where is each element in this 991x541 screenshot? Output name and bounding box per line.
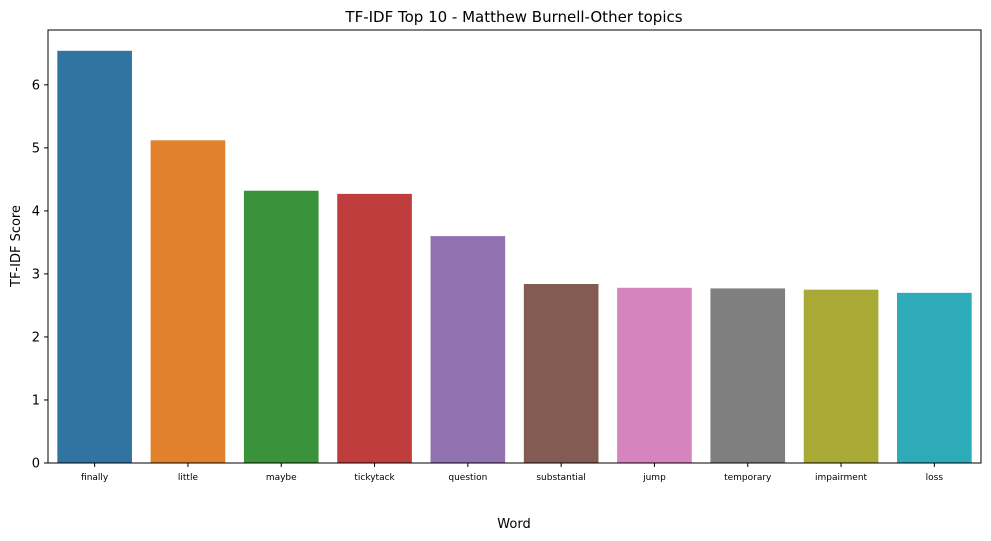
x-tick-label: jump bbox=[642, 473, 666, 483]
bar-impairment bbox=[803, 289, 879, 463]
x-tick-label: question bbox=[448, 473, 487, 483]
x-tick-label: loss bbox=[926, 473, 944, 483]
y-axis: 0 1 2 3 4 5 6 bbox=[32, 78, 48, 472]
chart-title: TF-IDF Top 10 - Matthew Burnell-Other to… bbox=[344, 8, 682, 26]
bar-maybe bbox=[243, 190, 319, 463]
x-tick-label: impairment bbox=[815, 473, 868, 483]
bar-temporary bbox=[710, 288, 786, 463]
bar-little bbox=[150, 140, 226, 463]
x-tick-label: temporary bbox=[724, 473, 772, 483]
y-tick-label: 6 bbox=[32, 78, 40, 93]
y-tick-label: 3 bbox=[32, 267, 40, 282]
bar-jump bbox=[617, 287, 692, 463]
x-tick-label: little bbox=[178, 473, 199, 483]
x-axis-label: Word bbox=[497, 517, 530, 532]
y-tick-label: 2 bbox=[32, 330, 40, 345]
bar-loss bbox=[897, 292, 972, 463]
y-axis-label: TF-IDF Score bbox=[9, 205, 24, 288]
x-tick-label: finally bbox=[81, 473, 109, 483]
bar-question bbox=[430, 236, 506, 463]
x-axis: finally little maybe tickytack question subst… bbox=[81, 463, 943, 483]
x-tick-label: maybe bbox=[266, 473, 297, 483]
x-tick-label: tickytack bbox=[354, 473, 395, 483]
bar-finally bbox=[57, 50, 132, 463]
y-tick-label: 5 bbox=[32, 141, 40, 156]
x-tick-label: substantial bbox=[536, 473, 586, 483]
y-tick-label: 4 bbox=[32, 204, 40, 219]
bar-tickytack bbox=[337, 193, 412, 464]
y-tick-label: 0 bbox=[32, 457, 40, 472]
plot-frame bbox=[47, 29, 982, 464]
bar-substantial bbox=[523, 284, 599, 463]
bars-group bbox=[57, 50, 972, 464]
y-tick-label: 1 bbox=[32, 393, 40, 408]
